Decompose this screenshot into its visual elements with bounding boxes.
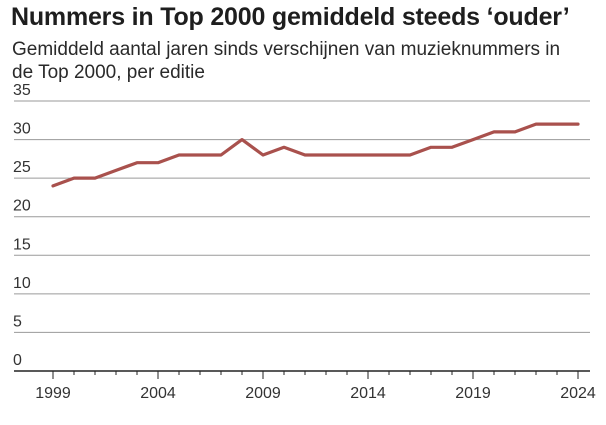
x-tick-label: 2014 xyxy=(350,385,386,402)
x-tick-label: 2019 xyxy=(455,385,491,402)
y-tick-label: 35 xyxy=(13,82,31,99)
y-axis-labels: 0 5 10 15 20 25 30 35 xyxy=(13,82,31,369)
series-layer xyxy=(51,122,580,188)
chart-title: Nummers in Top 2000 gemiddeld steeds ‘ou… xyxy=(11,3,570,31)
y-tick-label: 15 xyxy=(13,236,31,253)
y-tick-label: 0 xyxy=(13,352,22,369)
chart-subtitle: Gemiddeld aantal jaren sinds verschijnen… xyxy=(12,39,561,83)
y-tick-label: 5 xyxy=(13,313,22,330)
x-tick-label: 1999 xyxy=(35,385,71,402)
gridlines xyxy=(14,100,590,372)
x-tick-label: 2024 xyxy=(560,385,596,402)
y-tick-label: 25 xyxy=(13,159,31,176)
y-tick-label: 30 xyxy=(13,121,31,138)
y-tick-label: 10 xyxy=(13,275,31,292)
y-tick-label: 20 xyxy=(13,198,31,215)
x-axis: 1999 2004 2009 2014 2019 2024 xyxy=(35,371,596,402)
x-tick-label: 2009 xyxy=(245,385,281,402)
x-tick-label: 2004 xyxy=(140,385,176,402)
series-line xyxy=(51,122,580,188)
